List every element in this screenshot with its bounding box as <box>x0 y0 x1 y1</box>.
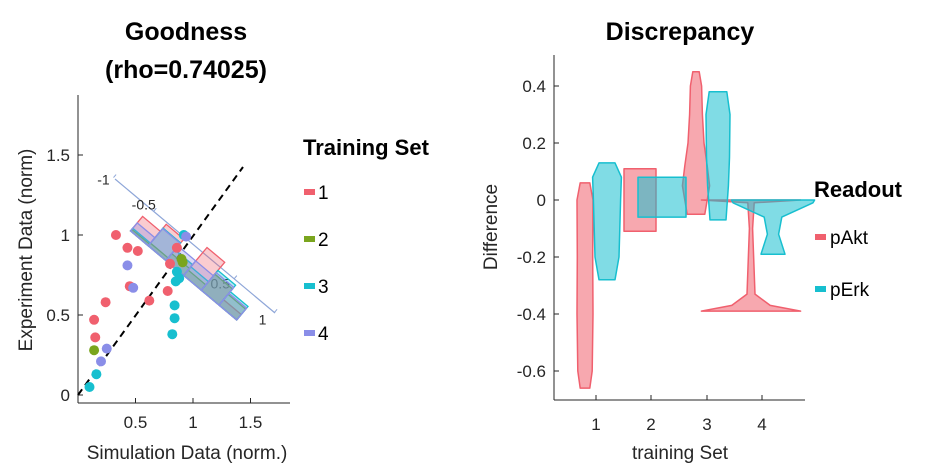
readout-legend: Readout pAkt pErk <box>814 177 903 301</box>
violin-pErk-set-1 <box>591 162 623 281</box>
violin-pErk-set-3 <box>705 90 731 221</box>
data-point-set-3 <box>84 382 95 392</box>
goodness-y-tick-label: 1 <box>61 226 70 245</box>
discrepancy-y-ticks: -0.6 -0.4 -0.2 0 0.2 0.4 <box>517 77 559 381</box>
legend-swatch-set-1 <box>304 189 315 195</box>
data-point-set-3 <box>169 300 180 311</box>
legend-swatch-pErk <box>815 286 826 292</box>
goodness-x-tick-label: 1.5 <box>239 413 263 432</box>
data-point-set-1 <box>132 246 143 256</box>
projection-tick-mark <box>274 309 278 313</box>
discrepancy-violins <box>576 71 816 389</box>
legend-label-pErk: pErk <box>830 280 870 301</box>
data-point-set-2 <box>89 345 100 356</box>
data-point-set-1 <box>165 258 175 269</box>
projection-tick-mark <box>233 275 238 280</box>
projection-tick-label: -1 <box>97 172 110 188</box>
training-set-legend: Training Set 1 2 3 4 <box>303 135 430 345</box>
projection-histogram-bar <box>218 292 248 321</box>
legend-swatch-set-2 <box>304 236 315 242</box>
data-point-set-4 <box>122 260 133 271</box>
legend-label-set-1: 1 <box>318 183 329 204</box>
data-point-set-1 <box>162 286 173 296</box>
readout-legend-title: Readout <box>814 177 903 202</box>
goodness-y-tick-label: 0.5 <box>46 306 70 325</box>
data-point-set-1 <box>171 242 182 253</box>
violin-pErk-set-4 <box>730 199 816 255</box>
goodness-y-tick-label: 1.5 <box>46 146 70 165</box>
identity-line <box>77 166 244 396</box>
discrepancy-x-label: training Set <box>632 443 729 464</box>
discrepancy-y-label: Difference <box>481 184 502 270</box>
data-point-set-1 <box>122 242 133 253</box>
projection-tick-label: 1 <box>259 311 267 327</box>
legend-label-pAkt: pAkt <box>830 228 869 249</box>
violin-pAkt-set-4 <box>700 199 802 312</box>
goodness-y-label: Experiment Data (norm) <box>16 149 37 352</box>
data-point-set-4 <box>128 282 139 293</box>
discrepancy-y-tick-label: 0 <box>537 191 546 210</box>
data-point-set-3 <box>167 329 178 340</box>
data-point-set-1 <box>110 230 121 240</box>
goodness-panel: Goodness (rho=0.74025) 0.5 1 1.5 00.511.5 … <box>16 18 430 464</box>
goodness-x-ticks: 0.5 1 1.5 <box>124 398 263 432</box>
projection-tick-mark <box>153 207 157 212</box>
data-point-set-2 <box>177 257 188 268</box>
discrepancy-y-tick-label: -0.6 <box>517 362 546 381</box>
discrepancy-x-tick-label: 3 <box>702 415 711 434</box>
goodness-points <box>84 230 192 392</box>
legend-swatch-set-4 <box>304 330 315 336</box>
goodness-x-tick-label: 0.5 <box>124 413 148 432</box>
goodness-y-ticks: 0 0.5 1 1.5 <box>46 146 83 405</box>
data-point-set-3 <box>91 369 102 380</box>
violin-pAkt-set-1 <box>576 182 594 389</box>
data-point-set-1 <box>100 297 111 308</box>
goodness-subtitle: (rho=0.74025) <box>105 56 267 84</box>
discrepancy-y-tick-label: -0.2 <box>517 248 546 267</box>
discrepancy-title: Discrepancy <box>606 18 755 46</box>
legend-swatch-pAkt <box>815 234 826 240</box>
discrepancy-panel: Discrepancy 1 2 3 4 -0.6 -0.4 -0.2 0 0.2 0.4 tra… <box>481 18 903 464</box>
data-point-set-1 <box>144 295 155 306</box>
data-point-set-3 <box>174 273 185 284</box>
discrepancy-y-tick-label: 0.2 <box>522 134 546 153</box>
discrepancy-y-tick-label: -0.4 <box>517 305 546 324</box>
discrepancy-x-tick-label: 4 <box>757 415 766 434</box>
data-point-set-3 <box>169 313 180 324</box>
data-point-set-1 <box>89 314 100 325</box>
goodness-x-label: Simulation Data (norm.) <box>87 443 288 464</box>
data-point-set-4 <box>181 231 192 242</box>
projection-tick-label: -0.5 <box>132 196 156 212</box>
goodness-title: Goodness <box>125 18 247 46</box>
discrepancy-x-ticks: 1 2 3 4 <box>591 395 767 434</box>
legend-label-set-4: 4 <box>318 324 329 345</box>
legend-label-set-2: 2 <box>318 230 329 251</box>
goodness-axes <box>77 95 290 404</box>
training-set-legend-title: Training Set <box>303 135 430 160</box>
data-point-set-1 <box>90 332 101 343</box>
discrepancy-x-tick-label: 1 <box>591 415 600 434</box>
legend-swatch-set-3 <box>304 283 315 289</box>
violin-pErk-set-2 <box>637 176 687 218</box>
discrepancy-x-tick-label: 2 <box>646 415 655 434</box>
data-point-set-4 <box>101 343 112 354</box>
projection-tick-mark <box>113 174 117 178</box>
goodness-y-tick-label: 0 <box>61 386 70 405</box>
legend-label-set-3: 3 <box>318 277 329 298</box>
goodness-x-tick-label: 1 <box>188 413 197 432</box>
projection-axis-line <box>114 178 276 314</box>
data-point-set-4 <box>96 356 106 367</box>
discrepancy-y-tick-label: 0.4 <box>522 77 546 96</box>
